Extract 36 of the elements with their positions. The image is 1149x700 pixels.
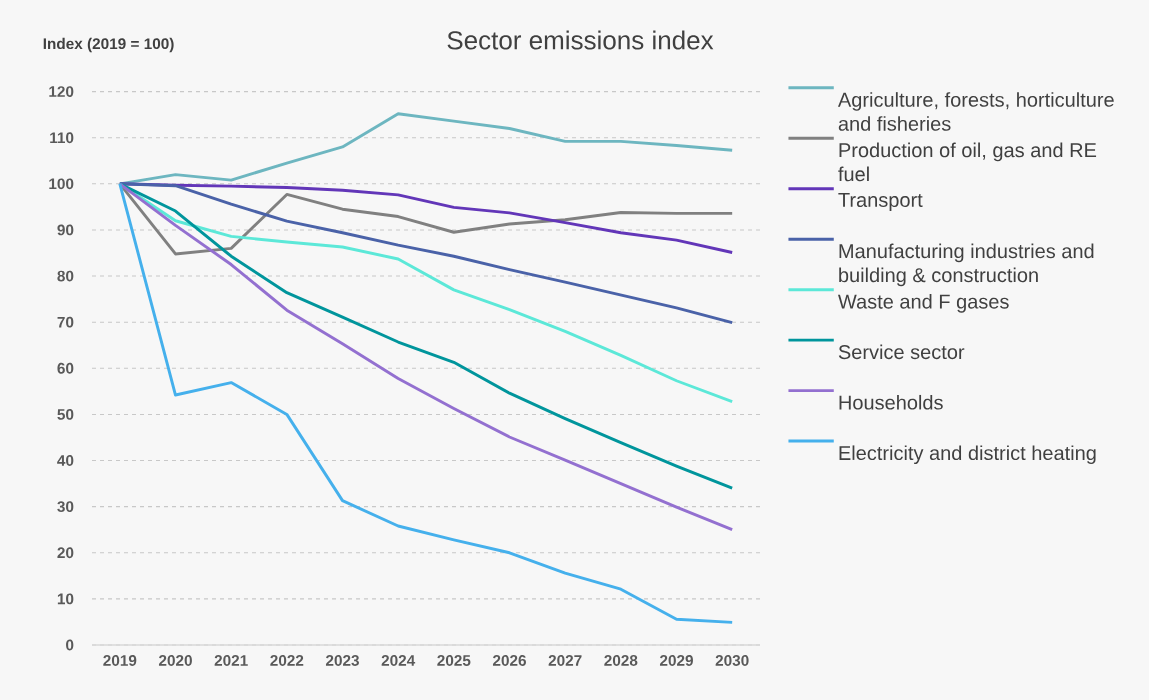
y-tick-label: 120 bbox=[49, 86, 74, 98]
legend-label: Electricity and district heating bbox=[839, 445, 1096, 465]
x-tick-label: 2022 bbox=[270, 655, 304, 666]
y-tick-label: 110 bbox=[50, 132, 74, 144]
text: Agriculture, forests, horticulture and fisheries bbox=[837, 92, 1114, 131]
y-tick-label: 80 bbox=[57, 270, 74, 282]
x-tick-label: 2020 bbox=[158, 655, 192, 666]
x-tick-label: 2028 bbox=[604, 655, 638, 666]
y-tick-label: 30 bbox=[57, 501, 74, 513]
x-tick-label: 2026 bbox=[492, 655, 526, 666]
x-tick-label: 2029 bbox=[659, 655, 693, 666]
x-tick-label: 2030 bbox=[715, 655, 749, 666]
x-tick-label: 2027 bbox=[548, 655, 582, 666]
line-series bbox=[118, 182, 734, 624]
y-tick-label: 10 bbox=[57, 593, 74, 605]
legend-label: Waste and F gases bbox=[838, 294, 1009, 313]
y-tick-label: 40 bbox=[57, 455, 74, 466]
legend-label: Transport bbox=[838, 193, 923, 211]
text: Production of oil, gas and RE fuel bbox=[838, 142, 1097, 182]
y-tick-label: 60 bbox=[57, 362, 74, 374]
y-tick-label: 0 bbox=[66, 639, 74, 651]
y-tick-label: 70 bbox=[57, 316, 74, 328]
x-tick-label: 2023 bbox=[325, 655, 359, 666]
x-tick-label: 2021 bbox=[214, 655, 248, 666]
y-axis-title: Index (2019 = 100) bbox=[43, 37, 174, 53]
legend-label: Service sector bbox=[838, 344, 965, 360]
y-tick-label: 90 bbox=[57, 224, 74, 236]
x-tick-label: 2019 bbox=[103, 655, 137, 666]
y-tick-label: 50 bbox=[57, 408, 74, 420]
x-tick-label: 2024 bbox=[381, 655, 416, 666]
y-tick-label: 20 bbox=[57, 547, 74, 559]
legend-label: Households bbox=[839, 394, 943, 410]
text: Manufacturing industries and building & construction bbox=[839, 243, 1094, 287]
x-tick-label: 2025 bbox=[437, 655, 471, 666]
y-tick-label: 100 bbox=[49, 178, 74, 190]
chart-title: Sector emissions index bbox=[447, 30, 714, 50]
